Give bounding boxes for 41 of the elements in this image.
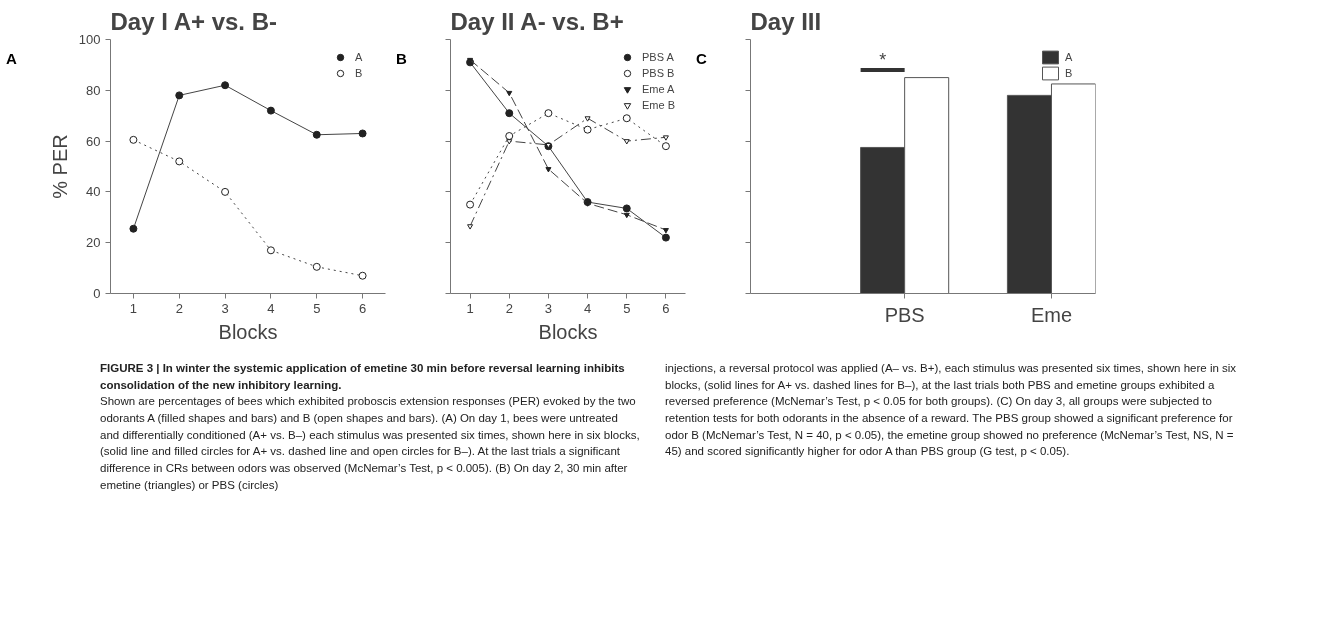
chart-title: Day I A+ vs. B- [110,7,278,35]
y-tick-label: 20 [86,235,101,251]
chart-title: Day II A- vs. B+ [450,7,624,35]
x-tick-label: 3 [221,300,229,316]
x-tick-label: PBS [884,303,925,326]
x-tick-label: Eme [1030,303,1073,326]
text: injections, a reversal protocol was applied (A– vs. B+), each stimulus was presented six times, shown here in six blocks, (solid lines for A+ vs. dashed lines for B–), at the last trials both PBS and emetine groups exhibited a reversed preference (McNemar’s Test, p < 0.05 for both groups). (C) On day 3, all groups were subjected to retention tests for both odorants in the absence of a reward. The PBS group showed a significant preference for odor B (McNemar’s Test, N = 40, p < 0.05), the emetine group showed no preference (McNemar’s Test, NS, N = 45) and scored significantly higher for odor A than PBS group (G test, p < 0.05). [665,361,1238,460]
x-tick-label: 4 [583,300,592,316]
x-tick-label: 4 [267,300,275,316]
x-tick-label: 2 [175,300,183,316]
x-tick-label: 1 [466,300,474,316]
x-tick-label: 6 [358,300,367,316]
legend-label: PBS B [641,67,675,79]
legend-label: B [355,67,364,79]
legend-label: B [1065,67,1074,79]
y-tick-label: 100 [78,32,101,47]
x-tick-label: 2 [505,300,513,316]
legend-label: A [355,51,364,63]
legend-label: Eme A [641,83,675,95]
text: Shown are percentages of bees which exhibited proboscis extension responses (PER) evoked by the two odorants A (filled shapes and bars) and B (open shapes and bars). (A) On day 1, bees were untreated and differentially conditioned (A+ vs. B–) each stimulus was presented six times, shown here in six blocks, (solid line and filled circles for A+ vs. dashed line and open circles for B–). At the last trials a significant difference in CRs between odors was observed (McNemar’s Test, p < 0.005). (B) On day 2, 30 min after emetine (triangles) or PBS (circles) [100,395,640,491]
legend-label: PBS A [641,51,674,63]
x-axis-title: Blocks [538,320,598,343]
text: A [6,50,17,67]
text: C [696,50,707,67]
text: B [396,50,407,67]
caption: FIGURE 3 | In winter the systemic application of emetine 30 min before reversal learning inhibits consolidation of the new inhibitory learning. [100,362,625,391]
x-tick-label: 3 [544,300,553,316]
x-tick-label: 6 [662,300,670,316]
x-tick-label: 5 [623,300,631,316]
annotation: * [879,49,887,70]
x-tick-label: 5 [313,300,321,316]
x-axis-title: Blocks [218,320,278,343]
y-tick-label: 40 [86,184,101,200]
y-tick-label: 0 [93,286,101,301]
x-tick-label: 1 [129,300,138,316]
y-tick-label: 60 [86,133,101,149]
y-tick-label: 80 [86,82,101,98]
y-axis-title: % PER [48,134,71,199]
legend-label: Eme B [641,99,675,111]
chart-title: Day III [750,7,822,35]
legend-label: A [1065,51,1074,63]
